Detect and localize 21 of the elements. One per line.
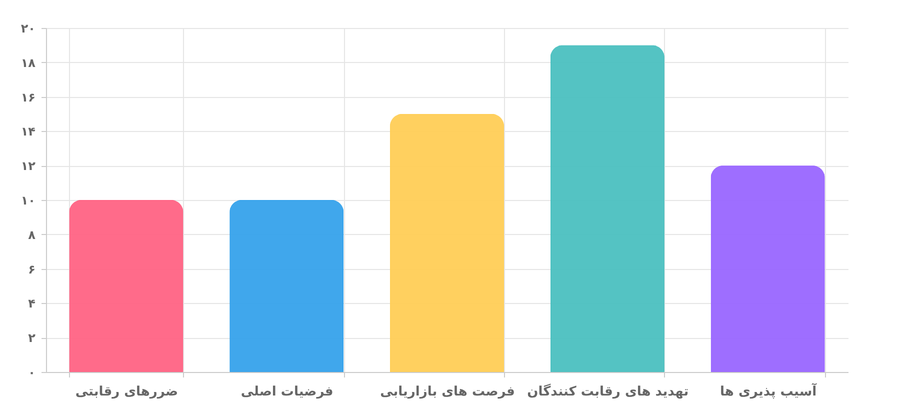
bar [710,166,825,372]
bar [69,200,184,372]
bar [550,45,664,372]
y-tick-label: ۱۴ [20,124,36,139]
y-tick-label: ۱۸ [20,56,36,70]
x-tick-label: تهدید های رقابت کنندگان [527,384,689,400]
x-tick-label: آسیب پذیری ها [720,382,818,400]
y-tick-label: ۱۲ [20,159,36,174]
bar [390,114,504,372]
y-tick-label: ۱۶ [20,90,36,104]
x-tick-label: ضررهای رقابتی [75,384,178,400]
bar [230,200,344,372]
y-tick-label: ۴ [28,296,36,311]
x-tick-label: فرصت های بازاریابی [380,384,515,400]
y-tick-label: ۸ [28,228,36,242]
y-tick-label: ۲ [28,331,36,346]
y-tick-label: ۱۰ [20,194,36,208]
x-tick-label: فرضیات اصلی [240,384,334,400]
y-tick-label: ۲۰ [20,22,36,36]
y-tick-label: ۰ [28,366,36,380]
y-tick-label: ۶ [28,262,36,276]
